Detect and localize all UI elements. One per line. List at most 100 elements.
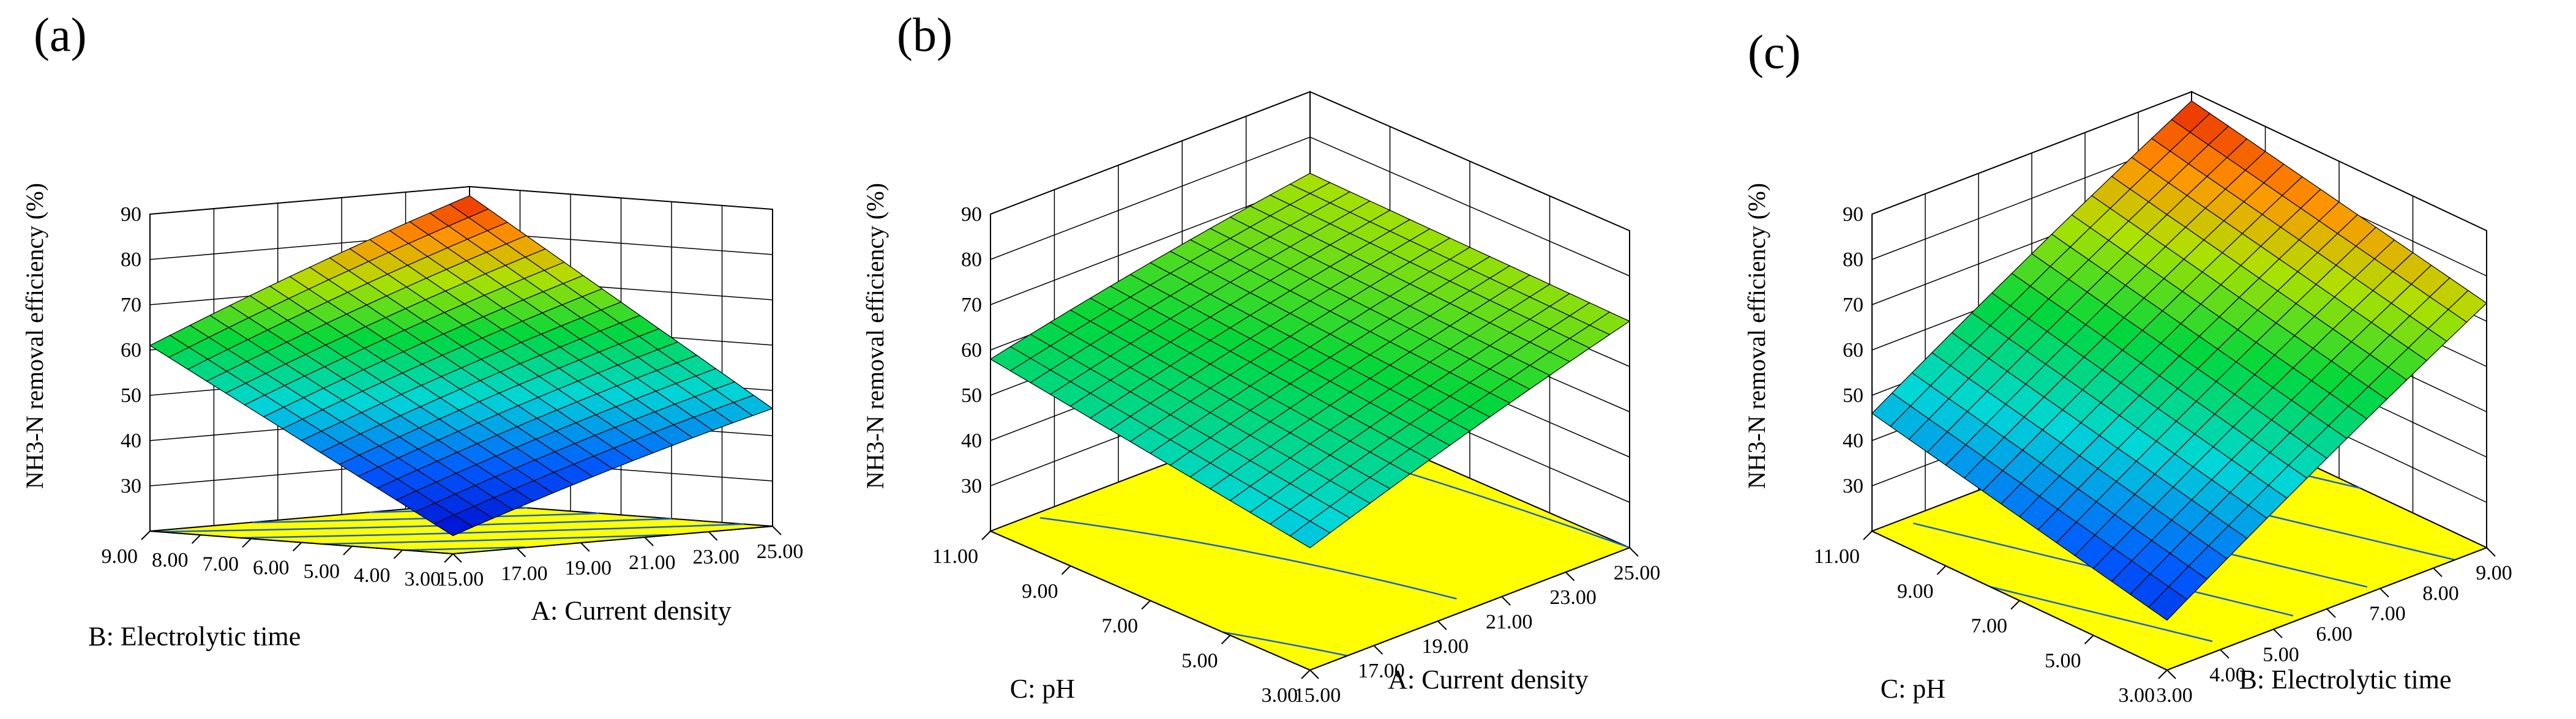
x-tick-mark xyxy=(580,542,590,552)
y-tick-mark xyxy=(2010,600,2020,610)
panel-a-label: (a) xyxy=(34,8,87,61)
x-tick-mark xyxy=(452,553,462,563)
surface-cell xyxy=(2147,586,2188,621)
x-tick-label: 21.00 xyxy=(629,551,676,574)
y-tick-label: 5.00 xyxy=(1181,649,1218,672)
y-tick-label: 7.00 xyxy=(203,553,239,575)
x-tick-mark xyxy=(1437,620,1447,630)
x-tick-mark xyxy=(2326,608,2336,618)
y-tick-label: 3.00 xyxy=(405,568,441,590)
x-tick-mark xyxy=(1309,669,1319,679)
wall-gridline xyxy=(990,136,1630,277)
z-tick-label: 80 xyxy=(121,248,141,271)
z-tick-label: 80 xyxy=(1843,248,1863,271)
x-tick-mark xyxy=(1373,645,1383,655)
x-tick-label: 15.00 xyxy=(437,568,484,590)
response-surface xyxy=(989,173,1631,548)
y-tick-mark xyxy=(1936,565,1947,575)
y-tick-label: 5.00 xyxy=(304,561,340,583)
y-tick-label: 11.00 xyxy=(1814,545,1860,568)
y-axis-title: B: Electrolytic time xyxy=(88,622,301,652)
y-tick-label: 11.00 xyxy=(932,545,978,568)
y-tick-label: 5.00 xyxy=(2045,649,2081,672)
x-tick-label: 9.00 xyxy=(2476,562,2512,584)
x-tick-mark xyxy=(2486,547,2496,557)
x-tick-mark xyxy=(2379,587,2389,598)
y-tick-mark xyxy=(343,545,353,556)
z-tick-label: 40 xyxy=(1843,430,1863,452)
z-tick-label: 30 xyxy=(121,475,141,497)
x-tick-label: 23.00 xyxy=(1549,586,1597,609)
y-tick-mark xyxy=(444,553,454,563)
z-tick-label: 70 xyxy=(121,294,141,316)
surface-cell xyxy=(1289,520,1331,548)
z-tick-label: 30 xyxy=(1843,475,1863,497)
floor-contour xyxy=(403,546,525,551)
x-tick-label: 25.00 xyxy=(757,540,804,563)
surface-plot-c: 30 40 50 60 70 80 90 NH3-N removal efficiency (… xyxy=(1743,91,2512,707)
y-tick-label: 9.00 xyxy=(1022,580,1058,603)
x-tick-label: 4.00 xyxy=(2209,664,2246,687)
x-tick-mark xyxy=(516,548,526,557)
x-tick-mark xyxy=(2220,649,2230,659)
y-tick-mark xyxy=(141,531,151,540)
x-tick-mark xyxy=(1629,547,1639,557)
z-tick-label: 50 xyxy=(961,384,982,407)
y-tick-mark xyxy=(1301,669,1311,679)
response-surface xyxy=(1871,100,2487,621)
y-tick-mark xyxy=(393,549,403,559)
z-axis-title: NH3-N removal efficiency (%) xyxy=(21,183,48,489)
x-tick-label: 6.00 xyxy=(2316,623,2353,646)
y-tick-label: 9.00 xyxy=(1897,580,1934,603)
y-tick-label: 7.00 xyxy=(1102,615,1139,638)
x-tick-label: 17.00 xyxy=(501,562,548,585)
z-axis-title: NH3-N removal efficiency (%) xyxy=(1743,183,1770,489)
x-tick-label: 19.00 xyxy=(565,557,612,579)
y-tick-label: 3.00 xyxy=(1262,684,1298,707)
y-tick-label: 9.00 xyxy=(102,545,138,568)
x-tick-mark xyxy=(644,537,654,546)
y-tick-label: 7.00 xyxy=(1971,615,2008,638)
y-tick-mark xyxy=(2084,635,2094,644)
floor-contour xyxy=(1990,586,2213,643)
floor-contour xyxy=(158,518,672,533)
y-tick-mark xyxy=(242,538,252,548)
x-axis-title: A: Current density xyxy=(1388,665,1589,695)
x-tick-label: 7.00 xyxy=(2369,603,2406,625)
z-axis-title: NH3-N removal efficiency (%) xyxy=(861,183,889,489)
wall-gridline xyxy=(1871,91,2487,231)
y-tick-mark xyxy=(1221,635,1231,644)
y-axis-title: C: pH xyxy=(1881,674,1945,704)
floor-contour xyxy=(1222,631,1347,657)
x-tick-mark xyxy=(1501,596,1511,606)
x-tick-label: 17.00 xyxy=(1358,660,1405,682)
z-tick-label: 50 xyxy=(121,384,141,407)
x-tick-label: 3.00 xyxy=(2156,684,2193,707)
floor-contour xyxy=(321,534,669,545)
y-tick-mark xyxy=(1141,600,1151,610)
z-tick-label: 80 xyxy=(961,248,982,271)
wall-gridline xyxy=(149,186,773,215)
z-tick-label: 90 xyxy=(121,203,141,226)
wall-gridline xyxy=(990,91,1630,231)
surface-plot-a: 30 40 50 60 70 80 90 NH3-N removal efficiency (… xyxy=(21,183,804,652)
y-tick-label: 4.00 xyxy=(354,564,391,587)
y-tick-label: 6.00 xyxy=(253,557,290,579)
z-tick-label: 60 xyxy=(961,339,982,362)
x-axis-title: A: Current density xyxy=(531,596,732,626)
z-tick-label: 90 xyxy=(1843,203,1863,226)
floor-front-edge xyxy=(1871,531,2487,671)
y-tick-mark xyxy=(2158,669,2168,679)
z-tick-label: 60 xyxy=(1843,339,1863,362)
x-tick-label: 19.00 xyxy=(1422,635,1469,658)
x-tick-label: 15.00 xyxy=(1294,684,1341,707)
x-tick-label: 21.00 xyxy=(1486,611,1533,633)
x-tick-label: 8.00 xyxy=(2422,582,2459,605)
floor-contour xyxy=(240,523,744,539)
x-tick-mark xyxy=(2433,567,2443,578)
x-tick-mark xyxy=(2166,669,2176,679)
z-tick-label: 60 xyxy=(121,339,141,362)
surface-cell xyxy=(433,514,474,537)
y-axis-title: C: pH xyxy=(1010,674,1075,704)
x-tick-mark xyxy=(1565,572,1575,581)
